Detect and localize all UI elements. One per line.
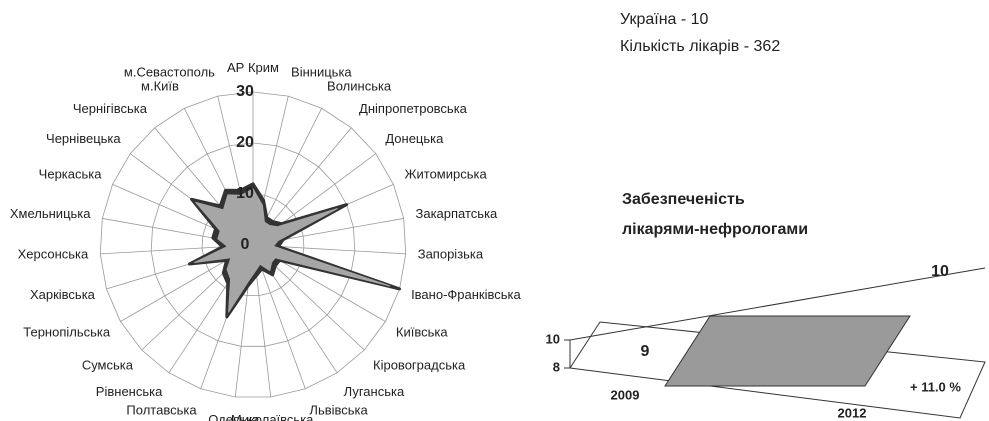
category-label: Київська xyxy=(396,325,448,340)
grid-ring xyxy=(150,142,356,347)
category-label: Івано-Франківська xyxy=(411,287,521,302)
category-label: Луганська xyxy=(344,384,405,399)
annotation: + 11.0 % xyxy=(910,379,961,394)
value-label: 9 xyxy=(641,343,650,360)
category-label: Полтавська xyxy=(126,402,197,417)
r-tick-label: 20 xyxy=(236,134,254,151)
chart-title: лікарями-нефрологами xyxy=(622,221,808,238)
grid-ring xyxy=(99,91,407,398)
r-tick-label: 10 xyxy=(236,185,254,202)
chart-title: Забезпеченість xyxy=(622,191,745,208)
category-label: м.Київ xyxy=(141,79,179,94)
category-label: Тернопільська xyxy=(23,325,111,340)
category-label: Чернігівська xyxy=(73,101,148,116)
category-label: Запорізька xyxy=(418,247,484,262)
category-label: Херсонська xyxy=(18,247,89,262)
category-label: Миколаївська xyxy=(231,412,314,421)
floor xyxy=(569,321,986,419)
category-label: Сумська xyxy=(82,358,134,373)
r-tick-label: 30 xyxy=(236,83,254,100)
category-label: Черкаська xyxy=(39,167,103,182)
area xyxy=(664,315,911,387)
category-label: Донецька xyxy=(385,131,444,146)
back-wall xyxy=(569,267,986,341)
category-label: Закарпатська xyxy=(415,206,498,221)
category-label: Львівська xyxy=(309,402,368,417)
category-label: Одеська xyxy=(208,412,260,421)
x-tick-label: 2009 xyxy=(611,387,640,402)
category-label: Житомирська xyxy=(405,167,488,182)
x-tick-label: 2012 xyxy=(838,405,867,420)
category-label: Кіровоградська xyxy=(373,358,466,373)
category-label: Чернівецька xyxy=(46,131,121,146)
category-label: м.Севастополь xyxy=(124,65,215,80)
category-label: Хмельницька xyxy=(10,206,91,221)
category-label: Харківська xyxy=(30,287,96,302)
y-tick-label: 8 xyxy=(553,359,560,374)
value-label: 10 xyxy=(931,263,949,280)
category-label: Вінницька xyxy=(291,65,352,80)
category-label: Дніпропетровська xyxy=(359,101,468,116)
subtitle: Кількість лікарів - 362 xyxy=(620,38,780,55)
y-tick-label: 10 xyxy=(546,331,560,346)
r-tick-label: 0 xyxy=(241,236,250,253)
category-label: АР Крим xyxy=(227,60,279,75)
series-area xyxy=(193,188,391,313)
subtitle: Україна - 10 xyxy=(620,11,709,28)
category-label: Волинська xyxy=(327,79,392,94)
category-label: Рівненська xyxy=(96,384,163,399)
